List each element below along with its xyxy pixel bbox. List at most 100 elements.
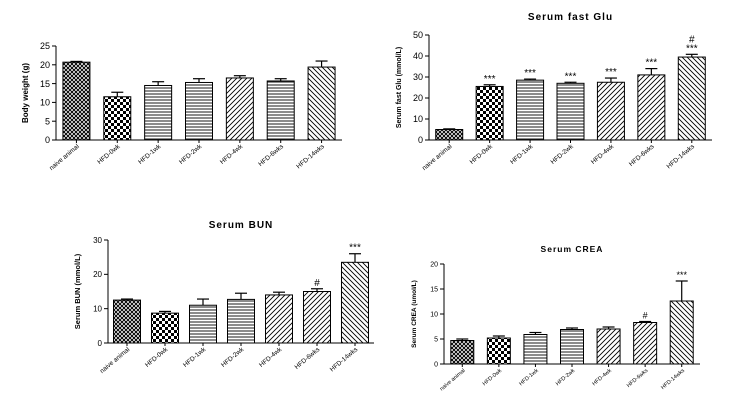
bar-hfd-2wk <box>560 329 584 365</box>
y-tick-label: 20 <box>413 93 423 103</box>
y-axis-title: Body weight (g) <box>21 63 30 123</box>
bar-hfd-6wks <box>633 322 658 365</box>
bar-hfd-2wk <box>556 82 585 141</box>
chart-panel-1: 0 5 10 15 20 25 Body weight (g) naive animal HFD… <box>21 41 342 172</box>
chart-title: Serum BUN <box>209 220 274 231</box>
significance-label: *** <box>646 58 658 69</box>
chart-panel-3: Serum BUN 0 10 20 30 Serum BUN (mmol/L) naive … <box>73 220 374 375</box>
x-tick-label: HFD-2wk <box>178 143 204 166</box>
x-tick-label: HFD-1wk <box>137 143 163 166</box>
significance-label: *** <box>349 243 361 254</box>
x-tick-label: HFD-6wks <box>626 368 650 389</box>
bar-hfd-2wk <box>227 298 255 344</box>
x-tick-label: HFD-0wk <box>144 346 170 369</box>
y-tick-label: 10 <box>40 98 50 108</box>
y-tick-label: 10 <box>413 114 423 124</box>
significance-label: *** <box>676 270 687 280</box>
x-tick-label: HFD-14wks <box>666 143 697 171</box>
y-tick-label: 25 <box>40 41 50 51</box>
x-tick-label: HFD-4wk <box>258 346 284 369</box>
bar-naive-animal <box>435 129 464 141</box>
y-tick-label: 0 <box>434 361 438 368</box>
y-tick-label: 50 <box>413 30 423 40</box>
y-tick-label: 10 <box>93 304 102 313</box>
y-tick-label: 20 <box>40 60 50 70</box>
bar-hfd-0wk <box>486 337 511 365</box>
y-axis-title: Serum fast Glu (mmol/L) <box>396 47 403 128</box>
y-tick-label: 40 <box>413 51 423 61</box>
bar-hfd-0wk <box>103 96 132 141</box>
y-tick-label: 0 <box>45 135 50 145</box>
y-tick-label: 0 <box>98 339 103 348</box>
significance-label: *** <box>605 67 617 78</box>
chart-title: Serum fast Glu <box>528 12 613 23</box>
y-tick-label: 20 <box>430 261 438 268</box>
chart-panel-4: Serum CREA 0 5 10 15 20 Serum CREA (umol/L) nai… <box>411 244 700 392</box>
significance-label: *** <box>565 71 577 82</box>
bar-hfd-6wks <box>637 74 666 141</box>
x-tick-label: naive animal <box>99 346 132 375</box>
x-tick-label: HFD-1wk <box>182 346 208 369</box>
x-tick-label: HFD-2wk <box>220 346 246 369</box>
significance-label: # <box>314 278 320 289</box>
x-tick-label: HFD-6wks <box>628 143 656 168</box>
x-tick-label: naive animal <box>48 143 81 172</box>
x-tick-label: naive animal <box>439 368 467 392</box>
x-tick-label: HFD-6wks <box>294 346 322 371</box>
y-tick-label: 30 <box>93 236 102 245</box>
x-tick-label: HFD-14wks <box>295 143 326 171</box>
bar-hfd-4wk <box>225 77 254 141</box>
bar-hfd-14wks <box>341 261 369 344</box>
bar-naive-animal <box>62 61 91 141</box>
bar-hfd-1wk <box>523 334 548 365</box>
bar-hfd-1wk <box>144 84 173 141</box>
significance-label: *** <box>686 43 698 54</box>
significance-label: # <box>643 311 648 321</box>
y-tick-label: 5 <box>434 336 438 343</box>
significance-label: *** <box>484 74 496 85</box>
bar-hfd-14wks <box>669 300 694 365</box>
y-tick-label: 15 <box>40 79 50 89</box>
x-tick-label: HFD-14wks <box>329 346 360 374</box>
y-tick-label: 5 <box>45 116 50 126</box>
significance-label: # <box>689 34 695 45</box>
bar-hfd-6wks <box>266 80 295 141</box>
y-tick-label: 30 <box>413 72 423 82</box>
x-tick-label: HFD-0wk <box>469 143 495 166</box>
y-axis-title: Serum CREA (umol/L) <box>411 280 418 348</box>
x-tick-label: HFD-6wks <box>257 143 285 168</box>
bar-hfd-6wks <box>303 291 331 344</box>
chart-title: Serum CREA <box>541 244 604 254</box>
bar-hfd-4wk <box>596 328 621 365</box>
bar-hfd-0wk <box>151 312 179 344</box>
y-tick-label: 15 <box>430 286 438 293</box>
significance-label: *** <box>524 68 536 79</box>
y-tick-label: 20 <box>93 270 102 279</box>
x-tick-label: naive animal <box>421 143 454 172</box>
bar-hfd-1wk <box>516 79 545 141</box>
bar-naive-animal <box>113 299 141 344</box>
x-tick-label: HFD-4wk <box>590 143 616 166</box>
x-tick-label: HFD-14wks <box>660 368 686 391</box>
x-tick-label: HFD-0wk <box>96 143 122 166</box>
bar-hfd-14wks <box>677 56 706 141</box>
bar-hfd-4wk <box>596 81 625 141</box>
x-tick-label: HFD-1wk <box>518 368 540 387</box>
bar-hfd-1wk <box>189 304 217 344</box>
bar-hfd-4wk <box>265 294 293 344</box>
x-tick-label: HFD-1wk <box>509 143 535 166</box>
x-tick-label: HFD-4wk <box>219 143 245 166</box>
chart-panel-2: Serum fast Glu 0 10 20 30 40 50 Serum fast Glu … <box>396 12 712 172</box>
x-tick-label: HFD-0wk <box>482 368 504 387</box>
y-axis-title: Serum BUN (mmol/L) <box>73 253 82 329</box>
y-tick-label: 10 <box>430 311 438 318</box>
bar-hfd-2wk <box>185 81 213 141</box>
y-tick-label: 0 <box>418 135 423 145</box>
bar-hfd-0wk <box>475 85 504 141</box>
bar-naive-animal <box>450 340 475 365</box>
bar-hfd-14wks <box>307 66 336 141</box>
x-tick-label: HFD-2wk <box>550 143 576 166</box>
x-tick-label: HFD-4wk <box>591 368 613 387</box>
x-tick-label: HFD-2wk <box>555 368 577 387</box>
